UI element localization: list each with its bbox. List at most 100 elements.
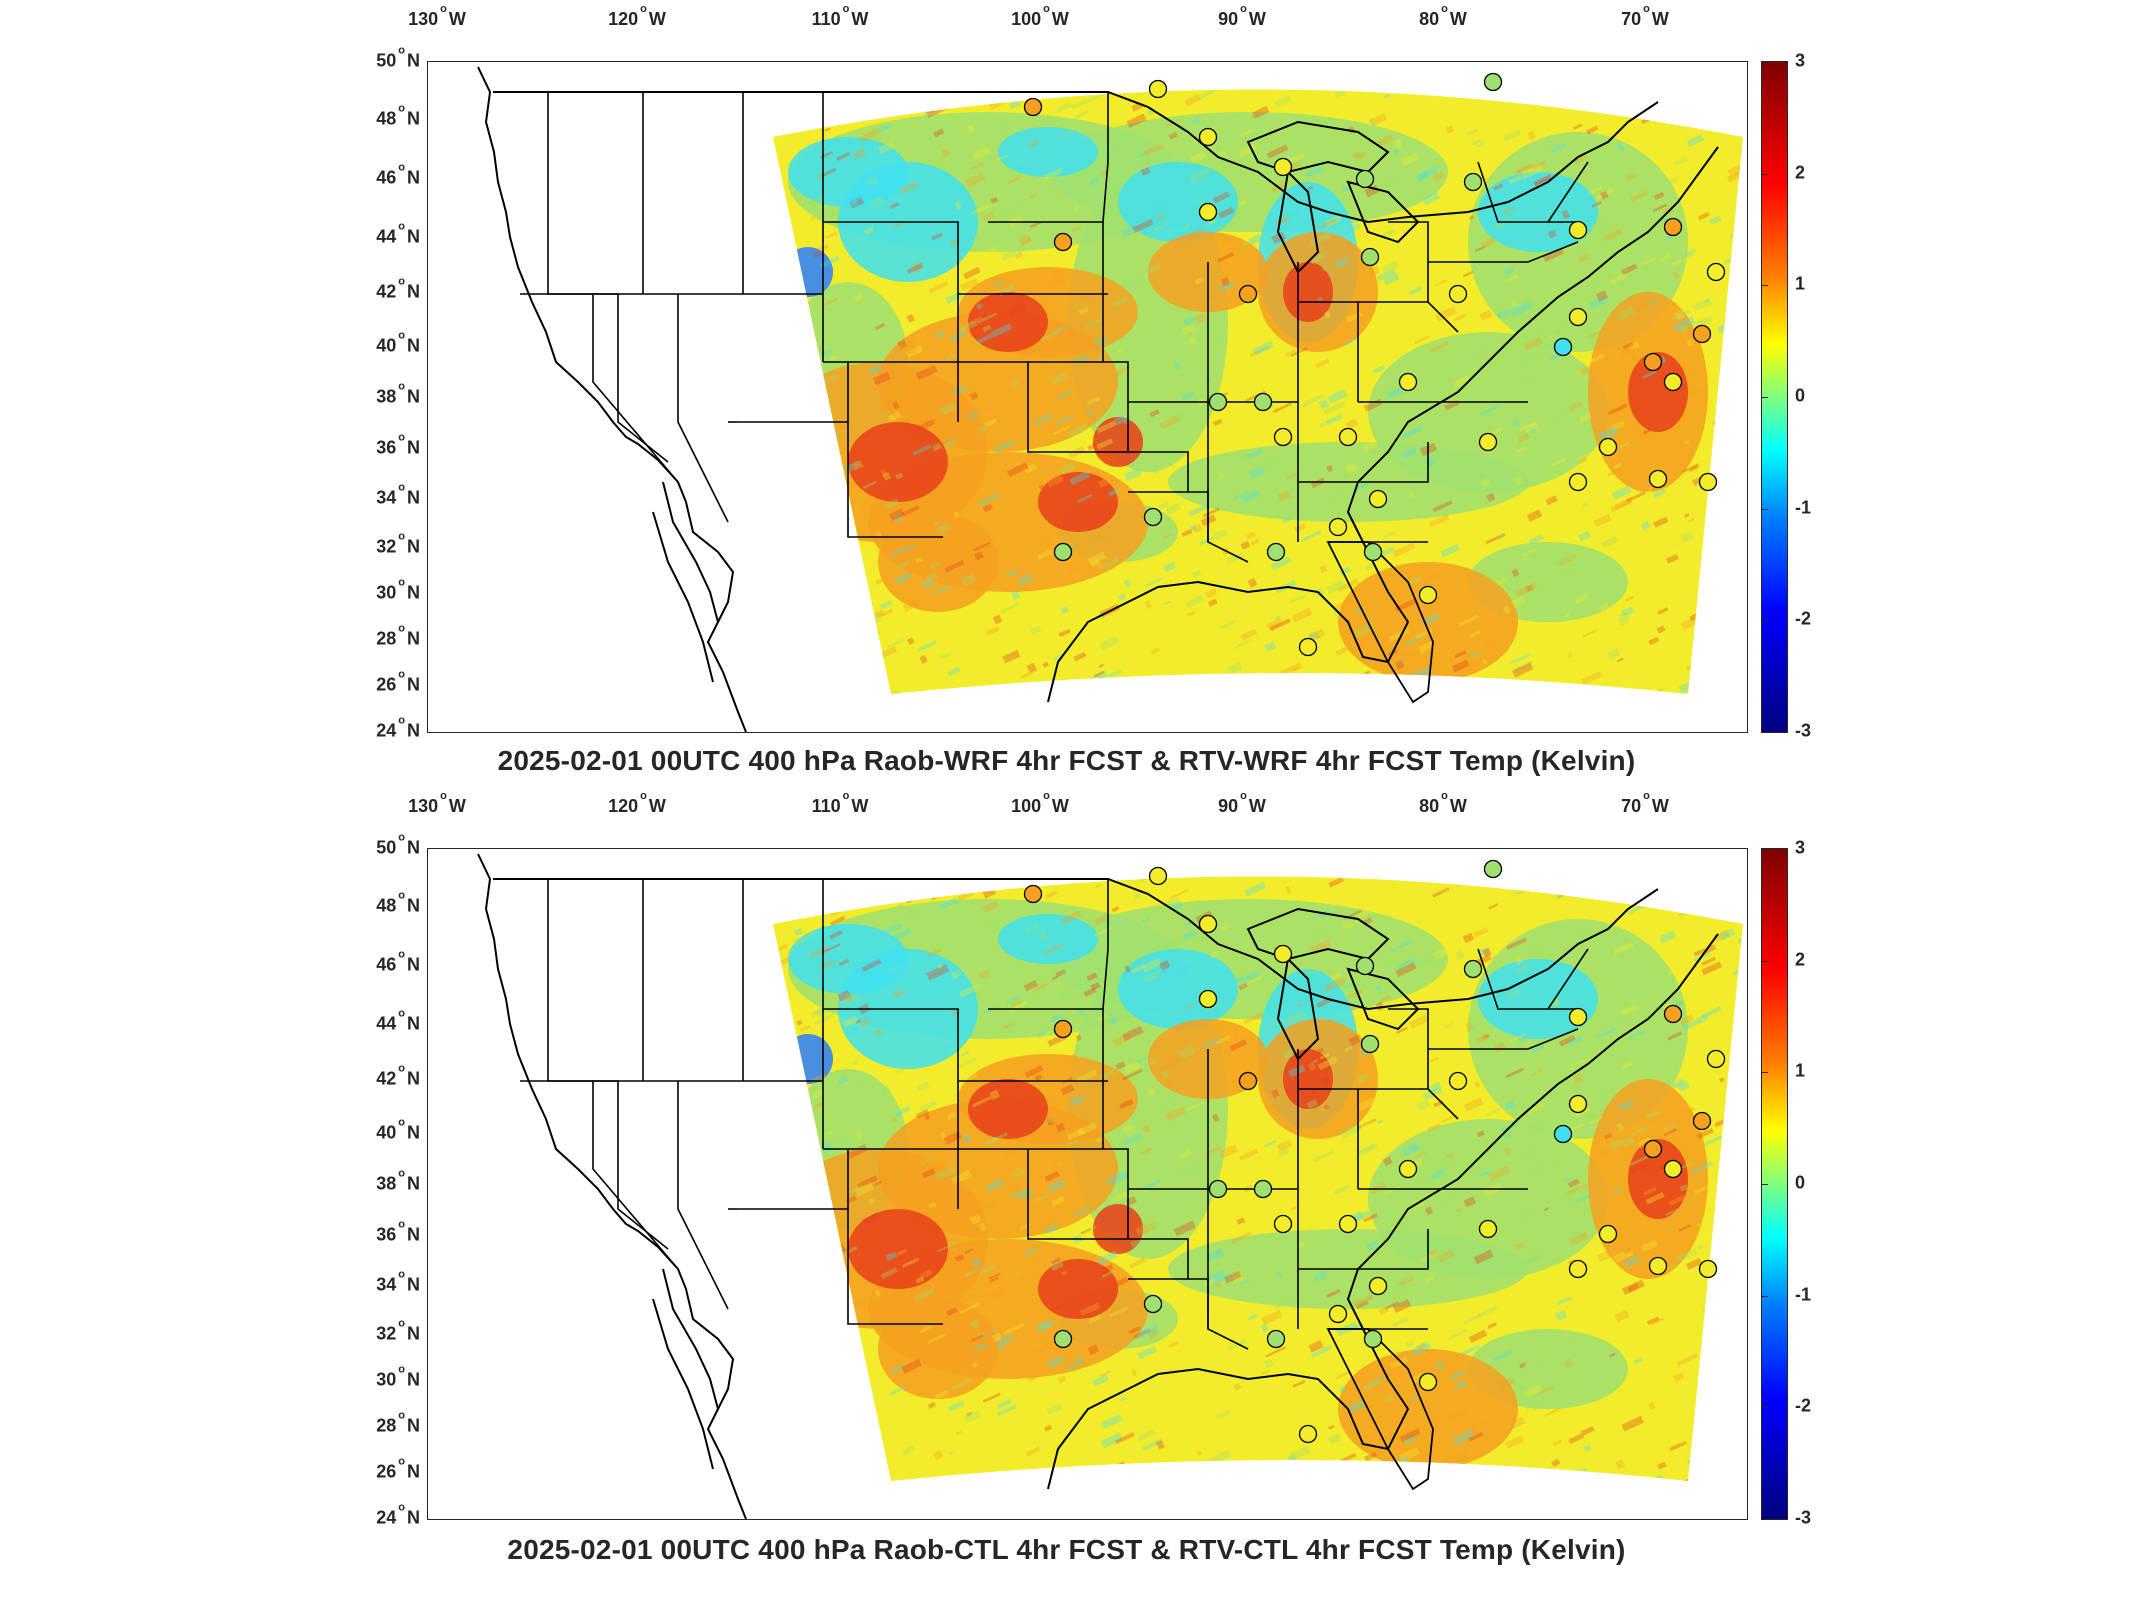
field-speckle bbox=[1510, 299, 1517, 307]
field-speckle bbox=[878, 123, 893, 133]
field-speckle bbox=[1684, 439, 1690, 445]
field-speckle bbox=[1207, 598, 1218, 607]
field-speckle bbox=[1168, 888, 1190, 900]
field-speckle bbox=[1720, 449, 1727, 457]
field-speckle bbox=[1298, 537, 1321, 552]
latitude-label: 30 o N bbox=[376, 576, 420, 603]
field-speckle bbox=[1474, 1033, 1489, 1045]
field-speckle bbox=[824, 1272, 831, 1278]
field-speckle bbox=[1376, 134, 1395, 147]
field-speckle bbox=[773, 1222, 781, 1230]
field-speckle bbox=[1568, 400, 1583, 412]
field-speckle bbox=[1116, 347, 1124, 354]
field-speckle bbox=[1480, 540, 1489, 549]
field-speckle bbox=[1266, 144, 1289, 159]
field-speckle bbox=[1746, 1249, 1747, 1257]
field-speckle bbox=[1567, 1438, 1591, 1455]
field-speckle bbox=[1355, 1299, 1369, 1310]
field-speckle bbox=[1020, 668, 1038, 679]
field-speckle bbox=[1098, 557, 1119, 571]
field-speckle bbox=[1476, 954, 1492, 966]
field-speckle bbox=[1088, 1314, 1103, 1324]
field-speckle bbox=[1075, 109, 1090, 119]
field-speckle bbox=[1211, 1113, 1220, 1123]
field-speckle bbox=[1011, 378, 1020, 388]
field-speckle bbox=[974, 1256, 987, 1267]
field-speckle bbox=[1186, 610, 1196, 617]
field-speckle bbox=[1627, 666, 1640, 678]
field-speckle bbox=[996, 1398, 1012, 1409]
field-speckle bbox=[1738, 224, 1743, 240]
field-speckle bbox=[1516, 432, 1531, 443]
raob-station-marker bbox=[1706, 1049, 1726, 1069]
field-speckle bbox=[1097, 474, 1117, 488]
field-speckle bbox=[939, 1158, 952, 1167]
field-speckle bbox=[1568, 1433, 1585, 1445]
latitude-label: 24 o N bbox=[376, 1501, 420, 1528]
field-speckle bbox=[1709, 215, 1722, 225]
field-speckle bbox=[1531, 70, 1546, 81]
field-speckle bbox=[1479, 309, 1493, 321]
field-speckle bbox=[1364, 1451, 1378, 1462]
field-speckle bbox=[1643, 1118, 1654, 1129]
field-speckle bbox=[1744, 452, 1747, 459]
field-speckle bbox=[1249, 89, 1255, 92]
field-speckle bbox=[1193, 1440, 1210, 1454]
field-speckle bbox=[909, 696, 916, 704]
field-speckle bbox=[1141, 916, 1150, 923]
field-speckle bbox=[1492, 1349, 1514, 1363]
temperature-anomaly-region bbox=[968, 1079, 1048, 1139]
raob-station-marker bbox=[1463, 172, 1483, 192]
field-speckle bbox=[1139, 1147, 1153, 1156]
field-speckle bbox=[879, 689, 900, 694]
field-speckle bbox=[1143, 143, 1164, 157]
field-speckle bbox=[1729, 1283, 1743, 1294]
field-speckle bbox=[942, 1045, 952, 1052]
field-speckle bbox=[934, 330, 946, 339]
field-speckle bbox=[1663, 1128, 1678, 1137]
field-speckle bbox=[939, 402, 957, 416]
field-speckle bbox=[1449, 1369, 1466, 1381]
field-speckle bbox=[1486, 492, 1496, 503]
field-speckle bbox=[773, 1280, 792, 1295]
field-speckle bbox=[1327, 491, 1343, 502]
raob-station-marker bbox=[1148, 866, 1168, 886]
field-speckle bbox=[1478, 947, 1490, 957]
field-speckle bbox=[1272, 73, 1287, 83]
field-speckle bbox=[1550, 997, 1561, 1008]
field-speckle bbox=[1568, 1332, 1584, 1342]
field-speckle bbox=[1150, 223, 1168, 233]
field-speckle bbox=[1215, 1281, 1223, 1289]
field-speckle bbox=[1057, 1162, 1063, 1166]
field-speckle bbox=[1036, 1318, 1054, 1333]
field-speckle bbox=[1421, 612, 1440, 626]
field-speckle bbox=[904, 907, 923, 919]
field-speckle bbox=[1086, 972, 1098, 982]
field-speckle bbox=[823, 1335, 845, 1349]
field-speckle bbox=[1274, 95, 1292, 108]
field-speckle bbox=[1357, 632, 1376, 646]
field-speckle bbox=[951, 385, 968, 396]
field-speckle bbox=[1415, 171, 1430, 183]
colorbar-top bbox=[1761, 61, 1788, 733]
field-speckle bbox=[1423, 573, 1439, 584]
field-speckle bbox=[854, 293, 864, 302]
field-speckle bbox=[1086, 92, 1105, 103]
field-speckle bbox=[1308, 628, 1326, 642]
field-speckle bbox=[1480, 236, 1496, 249]
field-speckle bbox=[1333, 1184, 1351, 1196]
field-speckle bbox=[773, 93, 786, 103]
field-speckle bbox=[1734, 521, 1743, 534]
longitude-label: 90 o W bbox=[1218, 790, 1266, 816]
field-speckle bbox=[835, 876, 856, 879]
field-speckle bbox=[814, 425, 831, 438]
field-speckle bbox=[1693, 1408, 1704, 1418]
field-speckle bbox=[1096, 438, 1114, 450]
field-speckle bbox=[852, 148, 867, 160]
field-speckle bbox=[1355, 481, 1370, 491]
field-speckle bbox=[1698, 680, 1710, 691]
field-speckle bbox=[1623, 1255, 1641, 1268]
field-speckle bbox=[1542, 491, 1555, 500]
raob-station-marker bbox=[1648, 469, 1668, 489]
field-speckle bbox=[1648, 1401, 1656, 1411]
